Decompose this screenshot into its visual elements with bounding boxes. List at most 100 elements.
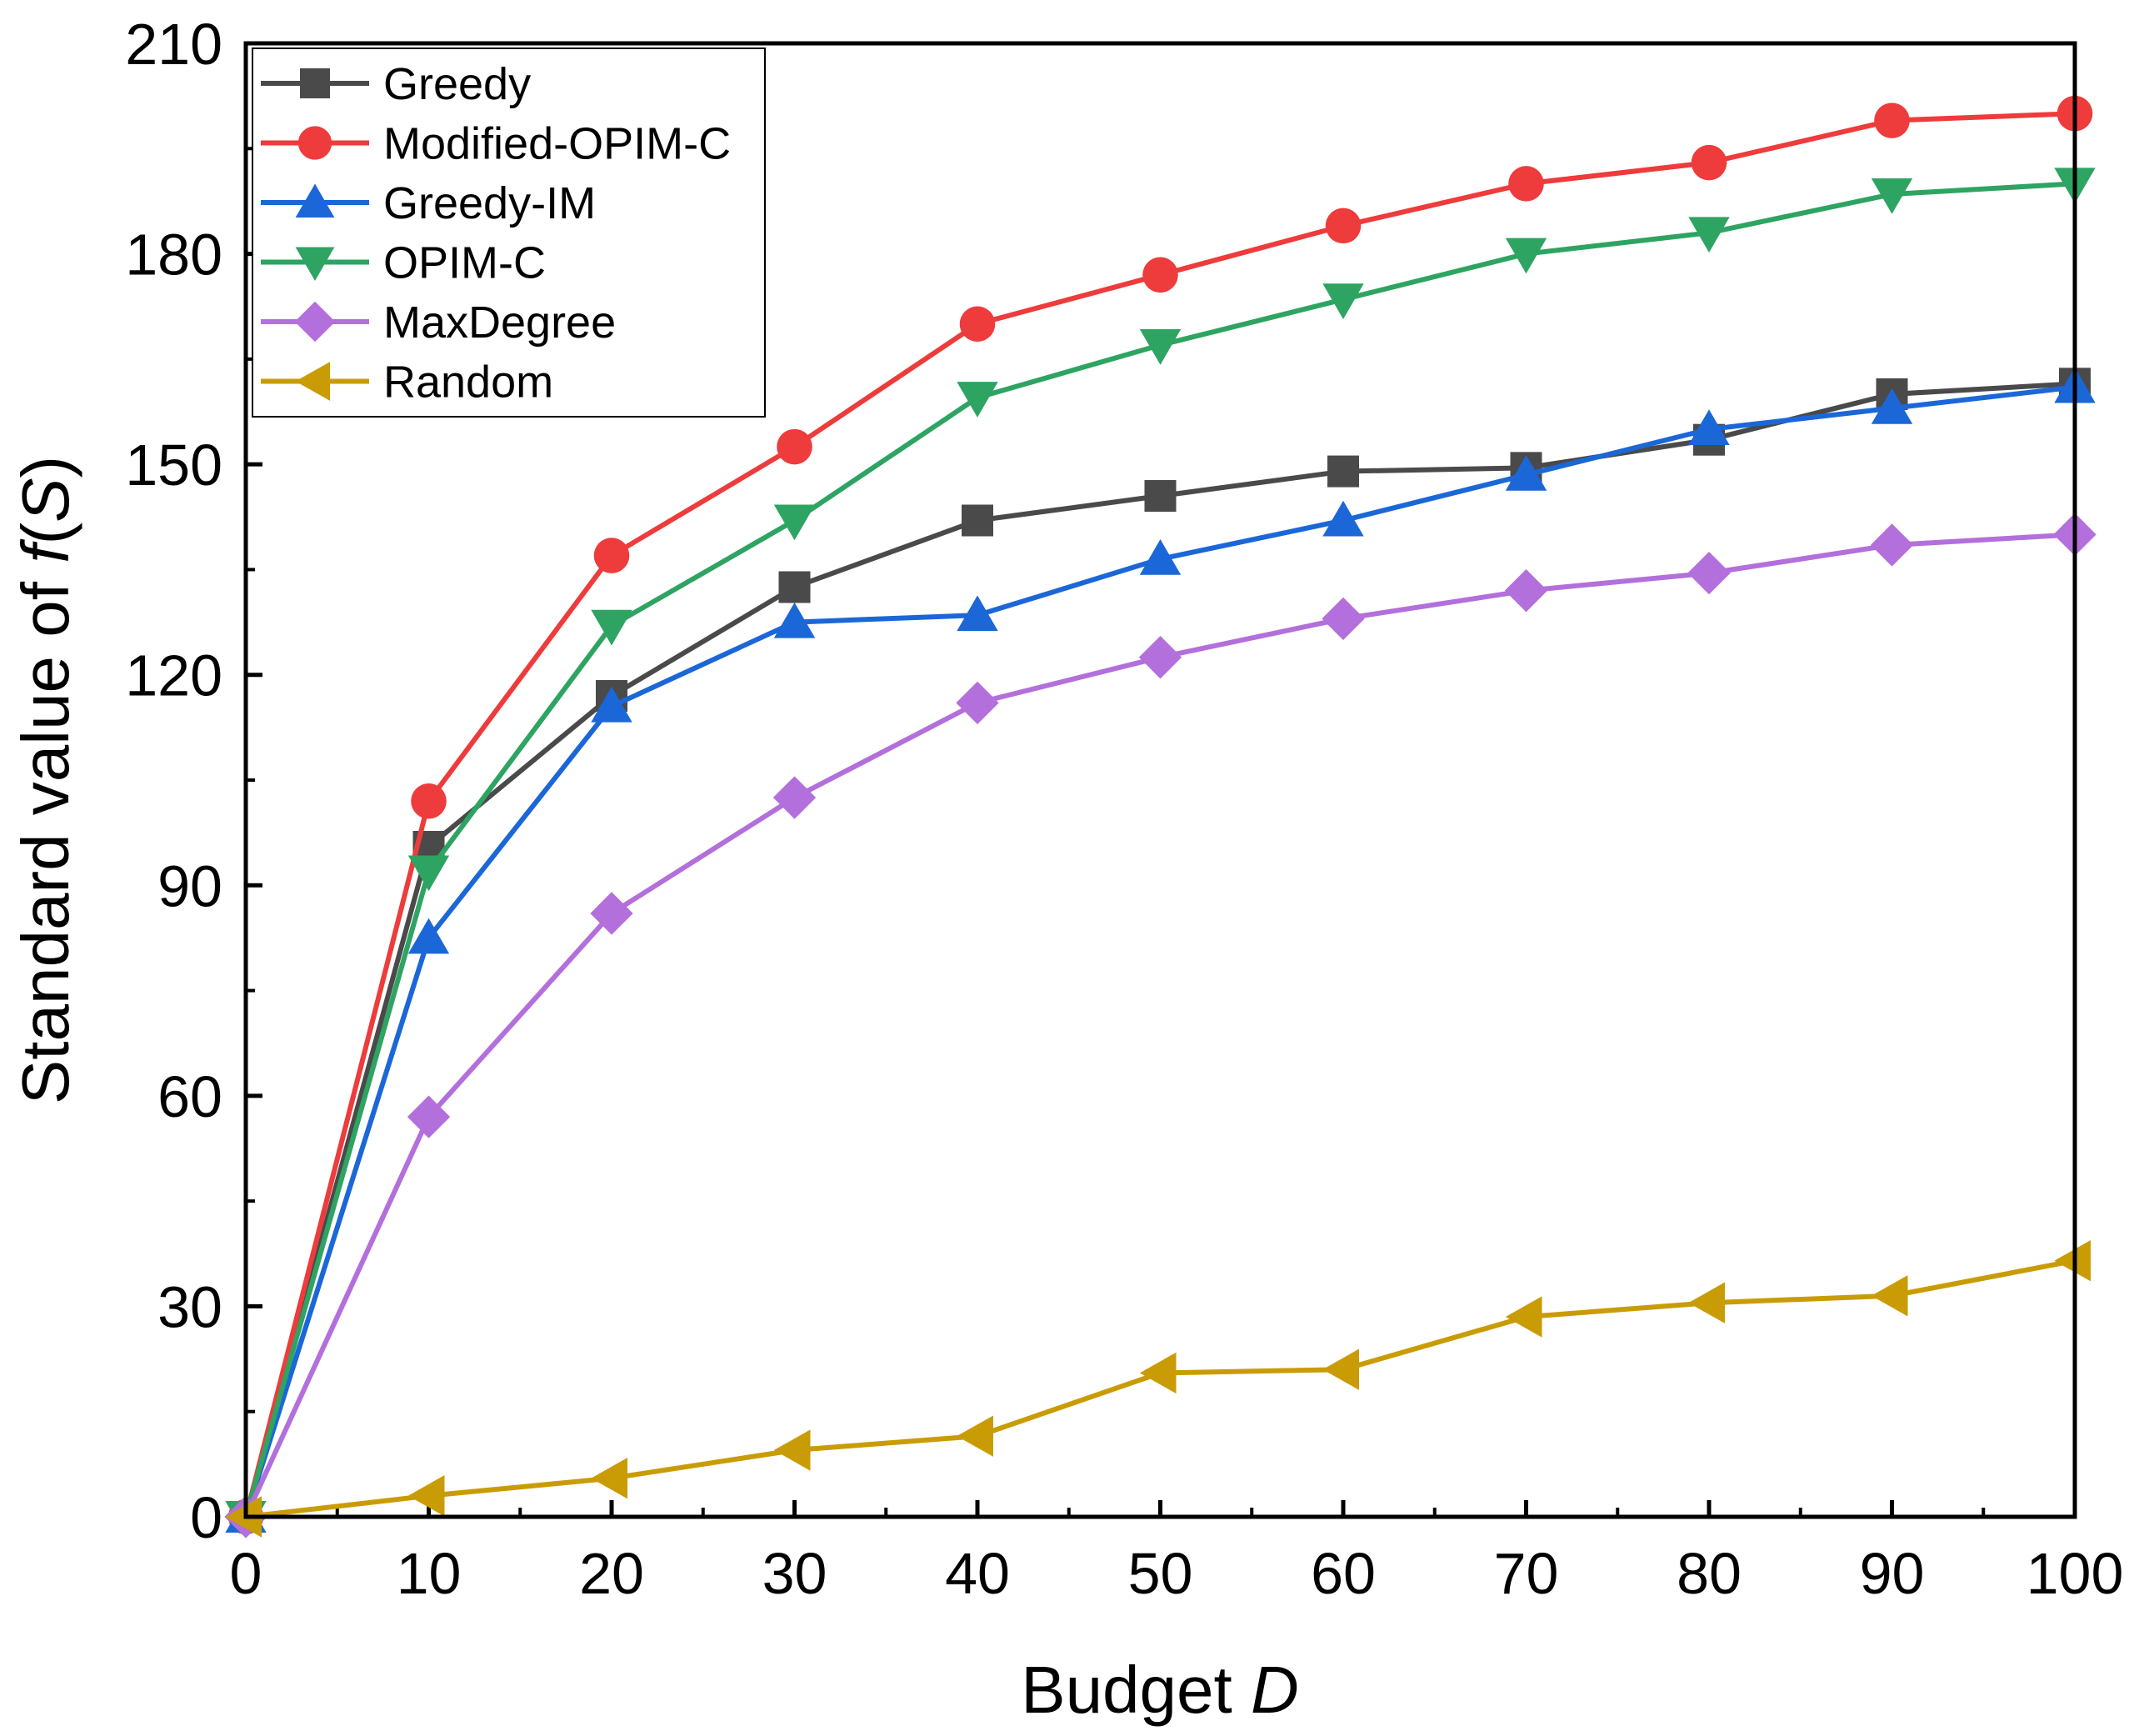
series-maxdegree (224, 513, 2097, 1538)
data-point (591, 609, 632, 646)
data-point (957, 1415, 993, 1457)
x-axis-title: Budget D (1021, 1653, 1299, 1727)
data-point (407, 855, 450, 892)
plot-frame (243, 41, 2077, 1519)
data-point (593, 538, 630, 573)
y-tick-label: 180 (125, 223, 222, 288)
data-point (1505, 455, 1547, 491)
legend-marker (295, 183, 335, 218)
data-point (778, 571, 811, 603)
data-point (777, 428, 812, 465)
data-point (1691, 144, 1727, 181)
data-point (959, 306, 996, 343)
legend-label: MaxDegree (383, 298, 616, 348)
data-point (407, 1475, 445, 1517)
data-point (1138, 636, 1182, 679)
legend-entry: Modified-OPIM-C (261, 119, 731, 169)
data-point (957, 382, 998, 418)
legend-marker (295, 247, 335, 281)
series-greedy-im (225, 367, 2096, 1533)
legend-entry: MaxDegree (261, 298, 616, 348)
data-point (1142, 257, 1178, 293)
data-point (957, 595, 998, 632)
data-point (2054, 1240, 2091, 1282)
x-tick-label: 30 (762, 1541, 827, 1606)
x-tick-label: 50 (1128, 1541, 1193, 1606)
series-group (224, 95, 2097, 1538)
data-point (1871, 178, 1913, 214)
data-point (1139, 329, 1182, 365)
data-point (1144, 480, 1177, 513)
data-point (1322, 1348, 1359, 1390)
series-random (225, 1240, 2091, 1538)
legend-entry: Greedy-IM (261, 178, 596, 228)
series-line (245, 1258, 2076, 1519)
legend-marker (295, 362, 330, 401)
y-axis-var-s: S (8, 478, 82, 523)
x-tick-label: 60 (1311, 1541, 1376, 1606)
y-tick-label: 60 (157, 1064, 222, 1129)
data-point (1139, 539, 1182, 575)
data-point (1325, 208, 1362, 244)
data-point (225, 1496, 262, 1538)
x-tick-label: 0 (230, 1541, 262, 1606)
data-point (590, 892, 633, 935)
data-point (591, 1457, 627, 1499)
y-tick-label: 150 (125, 433, 222, 498)
data-point (1327, 455, 1359, 488)
legend-marker (297, 126, 332, 160)
data-point (1505, 238, 1547, 274)
legend-box (252, 48, 766, 418)
data-point (1870, 523, 1914, 567)
data-point (1871, 388, 1913, 424)
y-axis-title: Standard value of f(S) (8, 456, 82, 1104)
x-axis-label: Budget (1021, 1653, 1232, 1727)
data-point (1322, 500, 1364, 537)
y-tick-label: 30 (157, 1274, 222, 1339)
legend-entry: OPIM-C (261, 238, 546, 288)
y-tick-label: 210 (125, 12, 222, 77)
legend-marker (300, 68, 330, 98)
legend-label: OPIM-C (383, 238, 546, 288)
data-point (773, 602, 816, 638)
data-point (1508, 166, 1544, 202)
x-tick-label: 100 (2027, 1541, 2124, 1606)
y-tick-label: 0 (190, 1485, 222, 1550)
data-point (1874, 103, 1910, 138)
data-point (1688, 409, 1730, 446)
data-point (773, 1429, 811, 1471)
data-point (1322, 283, 1364, 320)
y-axis-label: Standard value of (8, 581, 82, 1104)
data-point (407, 1095, 451, 1138)
data-point (1322, 597, 1365, 641)
data-point (411, 783, 447, 819)
y-axis-paren-close: ) (8, 456, 82, 478)
y-tick-label: 90 (157, 853, 222, 918)
x-tick-label: 70 (1494, 1541, 1559, 1606)
data-point (1688, 217, 1730, 253)
legend-label: Modified-OPIM-C (383, 119, 731, 169)
data-point (591, 686, 632, 723)
data-point (1505, 1296, 1542, 1338)
tick-labels: 0 10 20 30 40 50 60 70 80 90 100 0 30 60 90 120 150 180 21… (125, 12, 2123, 1606)
x-tick-label: 20 (579, 1541, 644, 1606)
data-point (1687, 551, 1731, 595)
data-point (772, 776, 817, 819)
data-point (1504, 569, 1548, 613)
data-point (962, 504, 993, 537)
x-tick-label: 10 (397, 1541, 462, 1606)
x-tick-label: 40 (945, 1541, 1010, 1606)
legend-entry: Random (261, 358, 553, 408)
legend-label: Greedy (383, 59, 531, 109)
data-point (1139, 1352, 1177, 1394)
data-point (956, 681, 999, 725)
data-point (407, 918, 450, 954)
data-point (1688, 1282, 1725, 1323)
legend-entry: Greedy (261, 59, 531, 109)
y-axis-paren-open: ( (8, 523, 82, 545)
x-tick-label: 80 (1677, 1541, 1742, 1606)
legend-marker (294, 301, 336, 343)
legend-label: Random (383, 358, 553, 408)
y-tick-label: 120 (125, 643, 222, 708)
